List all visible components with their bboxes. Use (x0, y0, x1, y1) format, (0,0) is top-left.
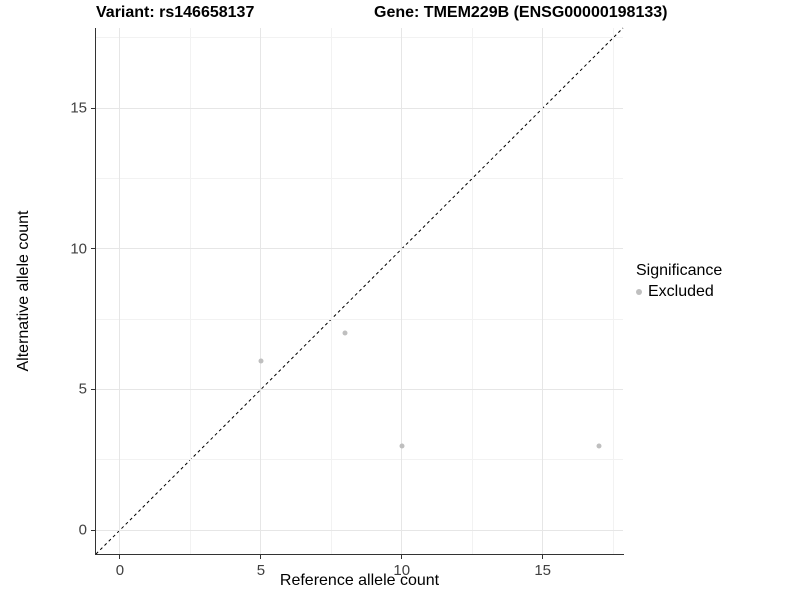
plot-title-variant: Variant: rs146658137 (96, 4, 255, 21)
gridline-major-y (96, 107, 623, 109)
gridline-major-x (119, 28, 121, 554)
y-tick-label: 0 (78, 521, 87, 539)
plot-title-gene: Gene: TMEM229B (ENSG00000198133) (374, 4, 668, 21)
gridline-major-y (96, 388, 623, 390)
identity-line (95, 27, 624, 555)
data-point (258, 358, 264, 364)
legend-title: Significance (636, 262, 723, 279)
legend-item-label: Excluded (648, 283, 714, 300)
x-tick-label: 10 (393, 562, 411, 579)
legend-point-icon (636, 289, 642, 295)
legend-item-excluded: Excluded (636, 283, 722, 301)
y-tick-mark (91, 107, 95, 109)
y-axis-line (95, 28, 96, 555)
gridline-minor-y (96, 37, 623, 39)
x-tick-mark (119, 555, 121, 559)
x-tick-label: 15 (534, 562, 552, 579)
gridline-major-x (542, 28, 544, 554)
x-tick-mark (260, 555, 262, 559)
x-tick-label: 5 (256, 562, 266, 579)
gridline-major-x (401, 28, 403, 554)
y-tick-label: 10 (70, 240, 87, 258)
x-tick-mark (401, 555, 403, 559)
x-axis-title: Reference allele count (279, 572, 440, 589)
gridline-major-x (260, 28, 262, 554)
data-point (596, 443, 602, 449)
y-tick-label: 15 (70, 99, 87, 117)
y-tick-mark (91, 529, 95, 531)
y-tick-mark (91, 388, 95, 390)
x-tick-mark (542, 555, 544, 559)
data-point (342, 330, 348, 336)
gridline-minor-x (612, 28, 614, 554)
gridline-major-y (96, 248, 623, 250)
gridline-minor-x (471, 28, 473, 554)
gridline-minor-x (189, 28, 191, 554)
gridline-minor-y (96, 459, 623, 461)
y-axis-title: Alternative allele count (15, 210, 32, 372)
legend: Significance Excluded (636, 262, 722, 301)
y-tick-mark (91, 248, 95, 250)
data-point (399, 443, 405, 449)
y-tick-label: 5 (78, 380, 87, 398)
gridline-minor-x (330, 28, 332, 554)
x-tick-label: 0 (115, 562, 125, 579)
gridline-minor-y (96, 318, 623, 320)
x-axis-line (95, 554, 624, 555)
gridline-major-y (96, 529, 623, 531)
plot-panel: 0 5 10 15 0 5 10 15 (70, 27, 624, 579)
gridline-minor-y (96, 177, 623, 179)
